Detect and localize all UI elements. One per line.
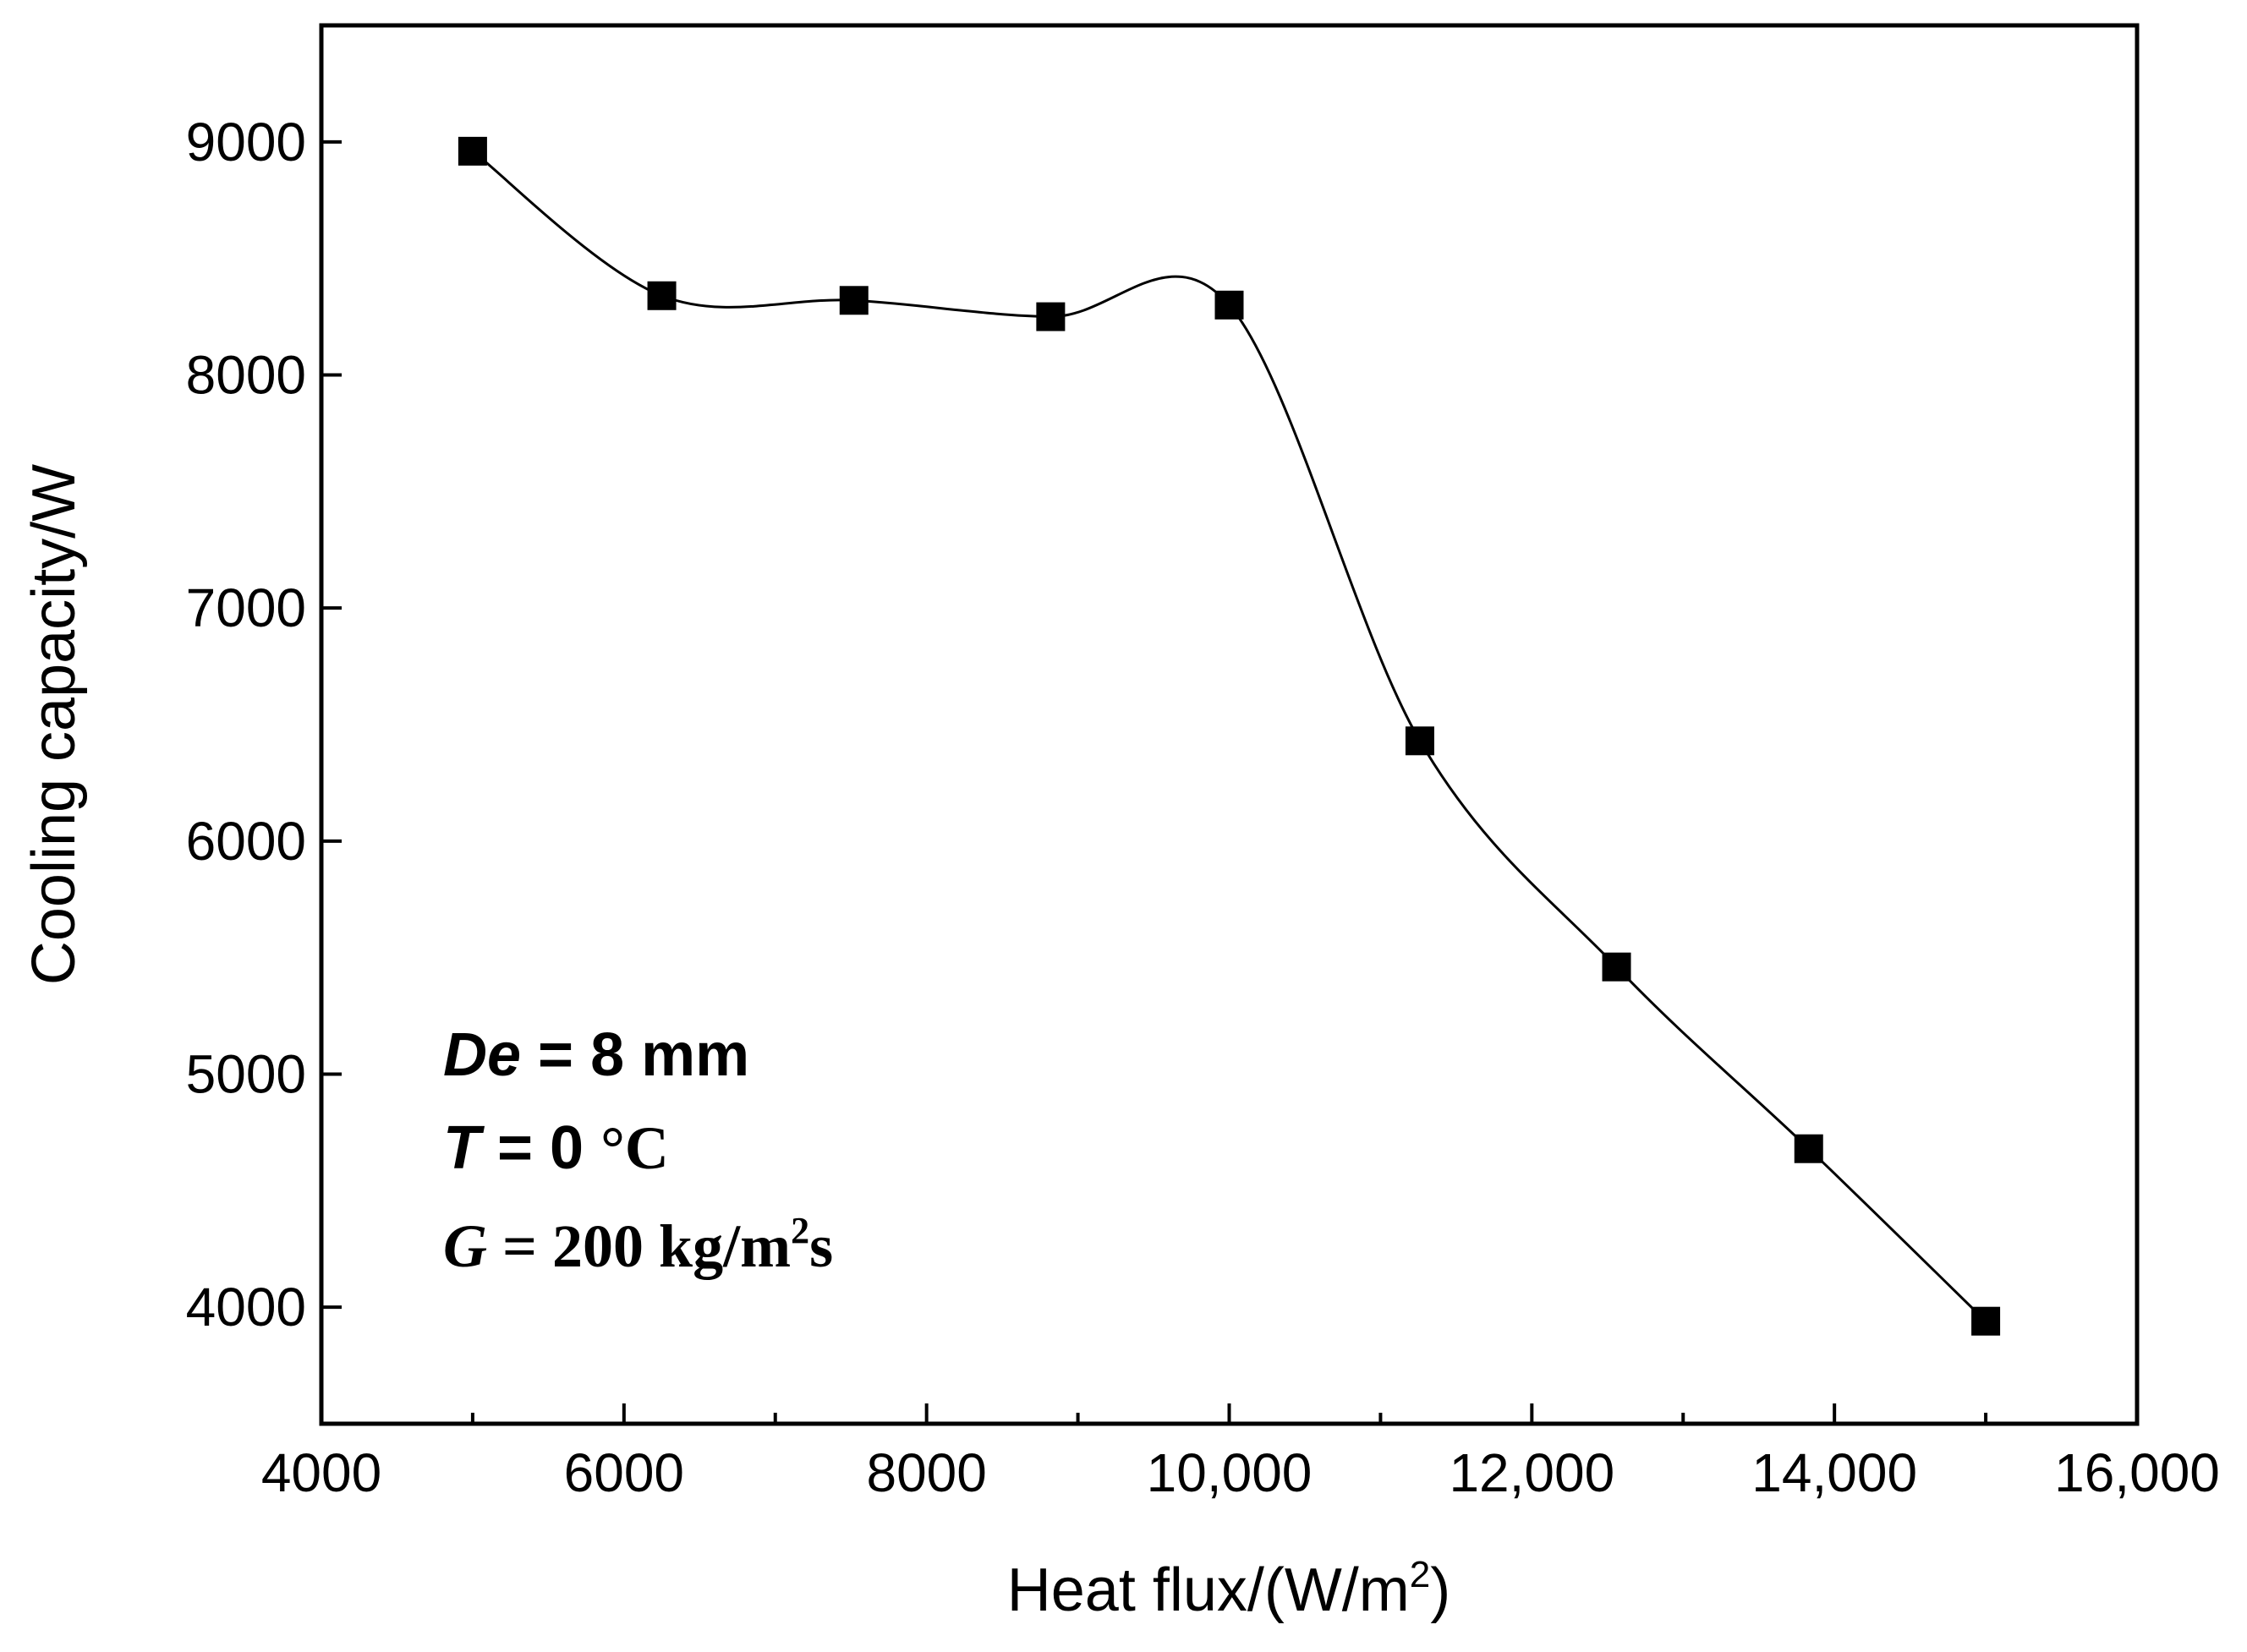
data-point (1036, 302, 1066, 331)
y-axis-ticks: 4000 5000 6000 7000 8000 9000 (186, 112, 342, 1337)
x-tick-label: 12,000 (1449, 1442, 1614, 1503)
x-axis-ticks: 4000 6000 8000 10,000 12,000 14,000 16,000 (261, 1403, 2220, 1503)
x-tick-label: 8000 (866, 1442, 986, 1503)
y-tick-label: 9000 (186, 112, 306, 172)
series-line (472, 150, 1987, 1322)
annotation-temperature: T = 0 °C (443, 1114, 669, 1182)
data-point (839, 286, 869, 315)
y-tick-label: 5000 (186, 1044, 306, 1105)
annotation-mass-flux: G = 200 kg/m2s (443, 1210, 833, 1280)
x-axis-title: Heat flux/(W/m2) (1007, 1554, 1451, 1624)
data-point (1405, 726, 1434, 756)
x-tick-label: 10,000 (1147, 1442, 1313, 1503)
data-point (1214, 290, 1244, 320)
series-markers (458, 136, 2001, 1336)
data-point (458, 136, 487, 166)
y-tick-label: 4000 (186, 1277, 306, 1337)
data-point (647, 281, 677, 310)
y-tick-label: 7000 (186, 577, 306, 638)
x-tick-label: 6000 (564, 1442, 684, 1503)
y-tick-label: 6000 (186, 811, 306, 872)
x-tick-label: 14,000 (1751, 1442, 1917, 1503)
annotation-de: De = 8 mm (443, 1021, 749, 1089)
y-axis-title: Cooling capacity/W (20, 464, 88, 985)
x-tick-label: 4000 (261, 1442, 381, 1503)
x-tick-label: 16,000 (2054, 1442, 2220, 1503)
y-tick-label: 8000 (186, 345, 306, 406)
data-point (1602, 952, 1631, 982)
data-point (1794, 1134, 1823, 1163)
data-point (1971, 1306, 2001, 1336)
